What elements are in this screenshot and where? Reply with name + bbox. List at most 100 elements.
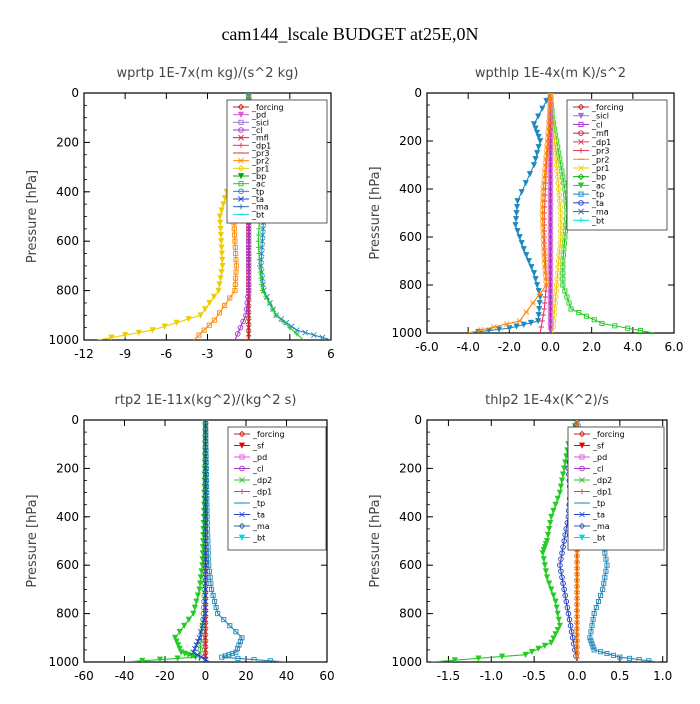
x-tick-label: -2.0 <box>498 340 521 354</box>
series-marker <box>185 616 192 623</box>
series-marker <box>573 653 579 659</box>
legend-entry: _bp <box>591 173 606 182</box>
series-marker <box>535 288 542 295</box>
legend-marker <box>238 119 244 125</box>
series-marker <box>591 611 597 617</box>
legend-marker <box>238 442 246 449</box>
series-marker <box>546 114 553 120</box>
series-marker <box>557 483 565 490</box>
series-marker <box>556 489 563 496</box>
legend-marker <box>578 138 584 145</box>
series-marker <box>570 641 577 647</box>
series-marker <box>491 324 497 330</box>
legend-entry: _pr2 <box>251 157 269 166</box>
series-marker <box>245 275 252 282</box>
series-marker <box>541 252 547 258</box>
series-marker <box>546 580 553 587</box>
series-marker <box>202 532 209 538</box>
legend-box <box>227 426 327 551</box>
legend-marker <box>578 200 584 206</box>
legend-entry: _dp1 <box>251 141 271 150</box>
series-marker <box>535 312 542 319</box>
series-marker <box>218 269 225 276</box>
legend: _forcing_pd_sicl_cl_mfl_dp1_pr3_pr2_pr1_… <box>226 99 328 224</box>
series-marker <box>542 568 550 575</box>
series-marker <box>574 622 580 629</box>
series-marker <box>535 144 542 151</box>
series-marker <box>202 441 209 448</box>
series-marker <box>553 282 560 288</box>
series-marker <box>574 580 580 587</box>
series-marker <box>210 293 218 301</box>
series-marker <box>190 610 197 617</box>
series-marker <box>542 162 549 168</box>
series-marker <box>233 629 239 635</box>
series-marker <box>543 538 551 545</box>
legend-entry: _bt <box>252 534 265 543</box>
legend-entry: _sicl <box>251 118 269 127</box>
legend: _forcing _sf _pd _cl _dp2 _dp1 _tp _ta _ma _bt <box>227 426 327 551</box>
legend-marker <box>239 488 245 495</box>
series-marker <box>638 328 644 333</box>
series-marker <box>542 541 550 548</box>
series-marker <box>194 651 201 658</box>
series-marker <box>196 634 203 641</box>
series-marker <box>231 226 237 232</box>
y-tick-label: 1000 <box>391 326 422 340</box>
y-tick-label: 1000 <box>391 655 422 669</box>
series-marker <box>240 318 246 325</box>
series-marker <box>601 580 607 586</box>
series-marker <box>617 654 623 660</box>
series-marker <box>547 288 554 294</box>
series-marker <box>201 592 208 599</box>
series-marker <box>554 168 560 174</box>
series-marker <box>122 332 129 339</box>
series-marker <box>544 532 552 539</box>
series-marker <box>561 465 568 472</box>
series-marker <box>560 270 566 276</box>
legend-entry: _pd <box>251 111 266 120</box>
legend-marker <box>238 188 244 195</box>
panel-title: rtp2 1E-11x(kg^2)/(kg^2 s) <box>115 393 297 408</box>
series-marker <box>541 642 548 649</box>
series-marker <box>199 622 206 629</box>
series-marker <box>222 302 228 308</box>
series-marker <box>245 232 252 238</box>
series-marker <box>245 93 252 96</box>
series-marker <box>503 321 510 327</box>
series-marker <box>530 121 538 128</box>
legend-entry: _forcing <box>592 430 625 439</box>
legend-entry: _ac <box>251 180 265 189</box>
series-marker <box>554 495 561 502</box>
legend-entry: _tp <box>252 499 265 508</box>
x-tick-label: 0 <box>202 669 210 683</box>
series-marker <box>216 310 223 316</box>
series-marker <box>646 658 652 662</box>
series-marker <box>202 507 209 514</box>
series-marker <box>539 204 546 210</box>
series-marker <box>191 604 198 611</box>
series-marker <box>202 610 209 617</box>
series-marker <box>567 622 574 629</box>
legend-box <box>226 99 328 224</box>
series-marker <box>218 250 225 257</box>
series-marker <box>202 525 209 532</box>
series-marker <box>233 263 239 269</box>
y-tick-label: 600 <box>399 558 422 572</box>
y-tick-label: 600 <box>56 234 79 248</box>
series-marker <box>245 287 252 294</box>
x-tick-label: 0 <box>245 347 253 361</box>
series-marker <box>560 580 566 587</box>
chart-panel-1: wprtp 1E-7x(m kg)/(s^2 kg) Pressure [hPa]… <box>25 66 335 361</box>
series-marker <box>201 598 207 605</box>
series-marker <box>202 423 209 429</box>
legend-entry: _forcing <box>252 430 285 439</box>
series-marker <box>547 519 554 527</box>
series-marker <box>287 325 293 331</box>
series-marker <box>536 291 543 297</box>
series-marker <box>540 547 547 554</box>
series-marker <box>556 198 563 204</box>
series-marker <box>535 133 542 141</box>
series-marker <box>558 222 564 228</box>
series-marker <box>552 150 559 156</box>
